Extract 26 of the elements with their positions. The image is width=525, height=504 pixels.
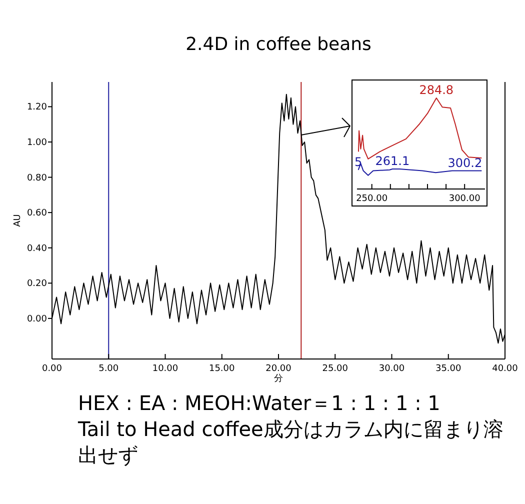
x-tick-label: 15.00 xyxy=(208,364,236,374)
annotation: 261.1 xyxy=(375,154,410,168)
text: Tail to Head coffee成分はカラム内に留まり溶出せず xyxy=(78,416,504,468)
text: HEX : EA : MEOH:Water＝1 : 1 : 1 : 1 xyxy=(78,390,442,416)
x-tick-label: 25.00 xyxy=(322,364,348,374)
annotation: 284.8 xyxy=(419,83,454,97)
x-tick-label: 35.00 xyxy=(435,364,462,374)
y-tick-label: 1.20 xyxy=(26,102,48,113)
x-tick-label: 20.00 xyxy=(266,364,292,374)
y-tick-label: 0.40 xyxy=(26,244,48,254)
y-tick-label: 0.60 xyxy=(26,208,48,219)
x-tick-label: 40.00 xyxy=(492,364,518,374)
y-tick-label: 0.80 xyxy=(26,173,48,184)
x-tick-label: 300.00 xyxy=(448,194,481,204)
x-tick-label: 10.00 xyxy=(152,364,178,374)
annotation: 300.2 xyxy=(448,156,482,170)
x-tick-label: 5.00 xyxy=(98,364,119,374)
x-axis-title: 分 xyxy=(274,373,283,384)
y-tick-label: 0.20 xyxy=(26,279,48,290)
y-axis-title: AU xyxy=(13,214,23,227)
y-tick-label: 1.00 xyxy=(26,138,48,148)
x-tick-label: 30.00 xyxy=(378,364,405,374)
chart-title: 2.4D in coffee beans xyxy=(186,34,372,55)
y-tick-label: 0.00 xyxy=(26,314,48,324)
x-tick-label: 250.00 xyxy=(356,194,388,204)
x-tick-label: 0.00 xyxy=(42,364,62,374)
